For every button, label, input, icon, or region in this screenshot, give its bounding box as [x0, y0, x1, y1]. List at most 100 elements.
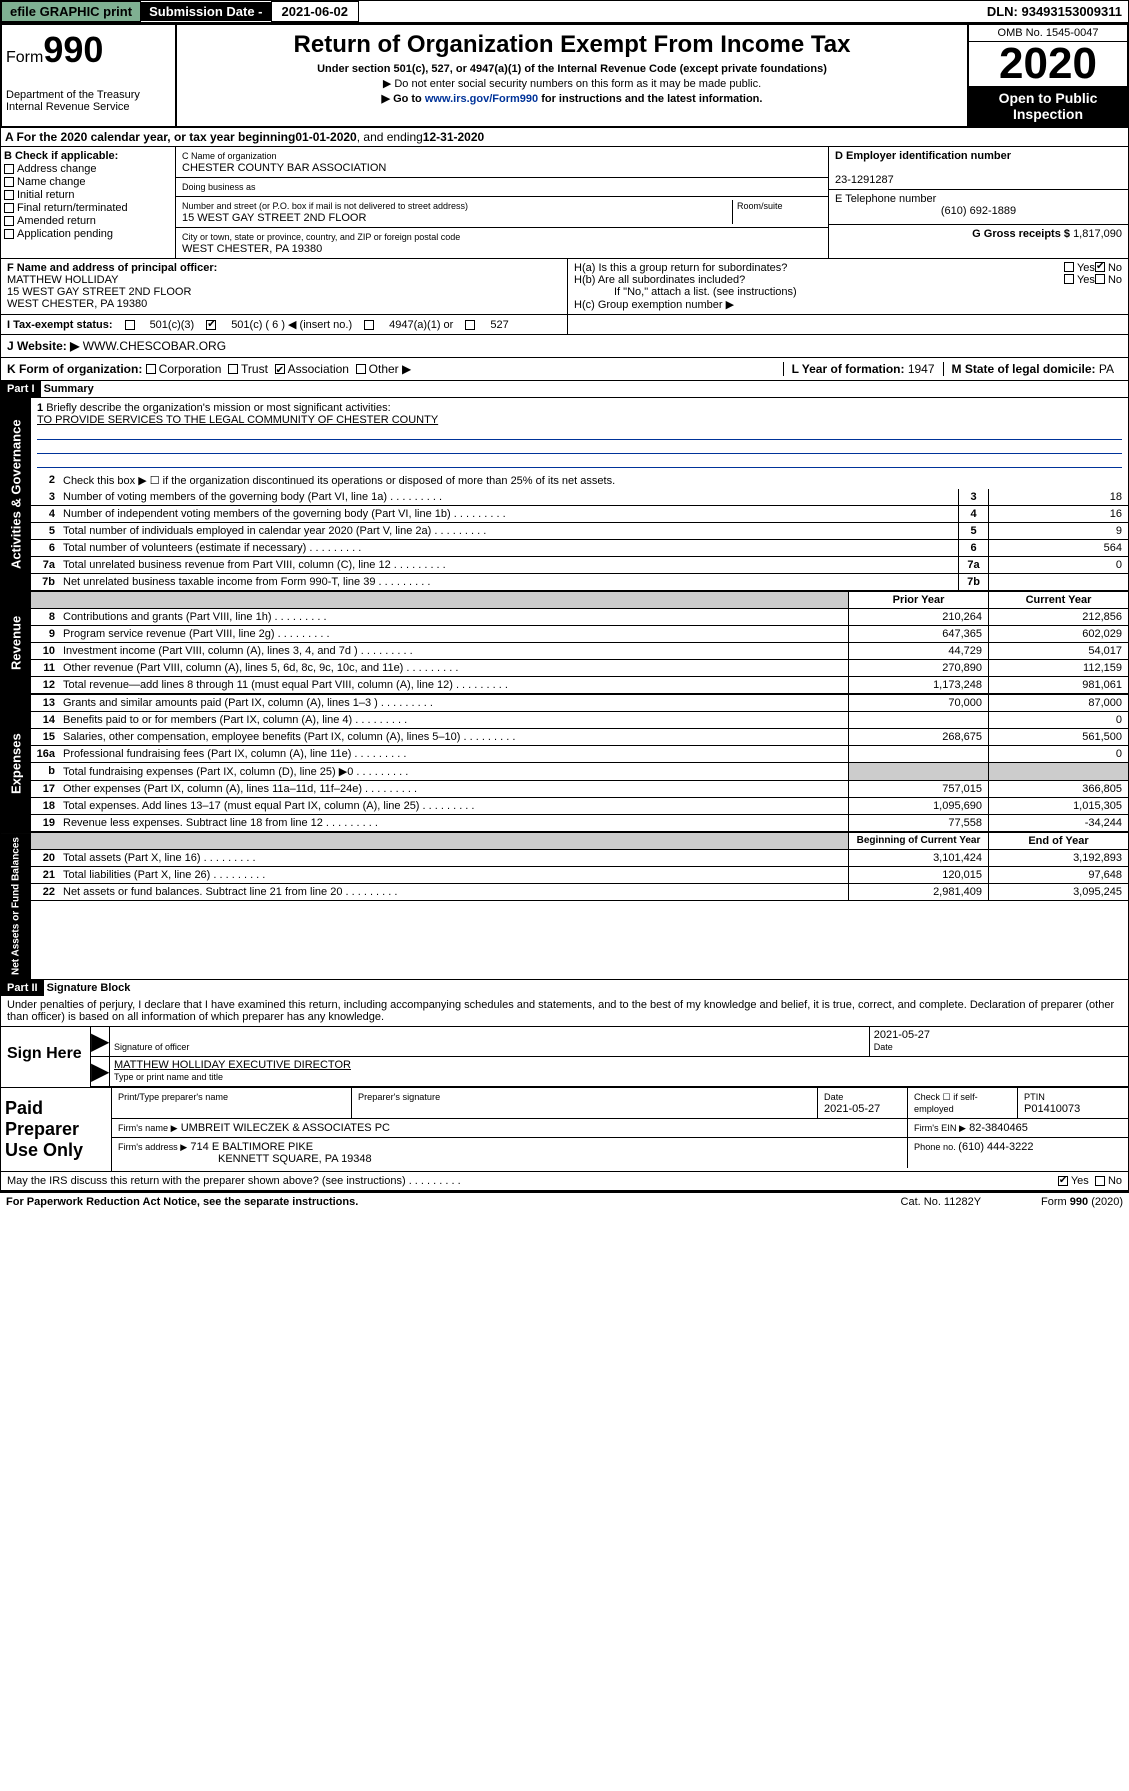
- discuss-row: May the IRS discuss this return with the…: [1, 1171, 1128, 1190]
- form-title: Return of Organization Exempt From Incom…: [181, 31, 963, 59]
- check-final[interactable]: [4, 203, 14, 213]
- hb-no[interactable]: [1095, 274, 1105, 284]
- line-5: 5Total number of individuals employed in…: [31, 523, 1128, 540]
- sig-date: 2021-05-27Date: [869, 1027, 1128, 1056]
- line-9: 9Program service revenue (Part VIII, lin…: [31, 626, 1128, 643]
- line-10: 10Investment income (Part VIII, column (…: [31, 643, 1128, 660]
- box-g: G Gross receipts $ 1,817,090: [829, 225, 1128, 259]
- side-revenue: Revenue: [1, 592, 31, 694]
- check-address[interactable]: [4, 164, 14, 174]
- subtitle-3: ▶ Go to www.irs.gov/Form990 for instruct…: [181, 92, 963, 105]
- line-7b: 7bNet unrelated business taxable income …: [31, 574, 1128, 591]
- hb-yes[interactable]: [1064, 274, 1074, 284]
- box-c-city: City or town, state or province, country…: [176, 228, 828, 258]
- part2: Part II Signature Block Under penalties …: [0, 980, 1129, 1191]
- preparer-sig[interactable]: Preparer's signature: [352, 1088, 818, 1118]
- box-h: H(a) Is this a group return for subordin…: [568, 259, 1128, 314]
- check-initial[interactable]: [4, 190, 14, 200]
- firm-addr: Firm's address ▶ 714 E BALTIMORE PIKEKEN…: [112, 1138, 908, 1168]
- part1-governance: Activities & Governance 1 Briefly descri…: [0, 398, 1129, 592]
- sig-officer[interactable]: Signature of officer: [109, 1027, 869, 1056]
- k-trust[interactable]: [228, 364, 238, 374]
- i-501c[interactable]: [206, 320, 216, 330]
- self-employed-check[interactable]: Check ☐ if self-employed: [908, 1088, 1018, 1118]
- part1-header: Part I Summary: [0, 381, 1129, 398]
- firm-phone: Phone no. (610) 444-3222: [908, 1138, 1128, 1168]
- line-8: 8Contributions and grants (Part VIII, li…: [31, 609, 1128, 626]
- sign-here-label: Sign Here: [1, 1027, 91, 1087]
- subtitle-2: ▶ Do not enter social security numbers o…: [181, 77, 963, 90]
- box-c-addr: Number and street (or P.O. box if mail i…: [176, 197, 828, 228]
- line-11: 11Other revenue (Part VIII, column (A), …: [31, 660, 1128, 677]
- efile-button[interactable]: efile GRAPHIC print: [1, 1, 141, 22]
- line-3: 3Number of voting members of the governi…: [31, 489, 1128, 506]
- check-amended[interactable]: [4, 216, 14, 226]
- line-16a: 16aProfessional fundraising fees (Part I…: [31, 746, 1128, 763]
- line-22: 22Net assets or fund balances. Subtract …: [31, 884, 1128, 901]
- preparer-name: Print/Type preparer's name: [112, 1088, 352, 1118]
- irs-link[interactable]: www.irs.gov/Form990: [425, 93, 538, 105]
- part1-expenses: Expenses 13Grants and similar amounts pa…: [0, 695, 1129, 833]
- line-12: 12Total revenue—add lines 8 through 11 (…: [31, 677, 1128, 694]
- preparer-date: Date2021-05-27: [818, 1088, 908, 1118]
- mission-text: TO PROVIDE SERVICES TO THE LEGAL COMMUNI…: [37, 414, 438, 426]
- check-name[interactable]: [4, 177, 14, 187]
- ha-no[interactable]: [1095, 262, 1105, 272]
- submission-date: 2021-06-02: [271, 1, 360, 22]
- line-15: 15Salaries, other compensation, employee…: [31, 729, 1128, 746]
- box-b: B Check if applicable: Address change Na…: [1, 147, 176, 258]
- i-501c3[interactable]: [125, 320, 135, 330]
- box-d: D Employer identification number23-12912…: [829, 147, 1128, 190]
- line-4: 4Number of independent voting members of…: [31, 506, 1128, 523]
- line-17: 17Other expenses (Part IX, column (A), l…: [31, 781, 1128, 798]
- side-governance: Activities & Governance: [1, 398, 31, 591]
- firm-name: Firm's name ▶ UMBREIT WILECZEK & ASSOCIA…: [112, 1119, 908, 1137]
- box-m: M State of legal domicile: PA: [943, 362, 1122, 376]
- firm-ein: Firm's EIN ▶ 82-3840465: [908, 1119, 1128, 1137]
- line-20: 20Total assets (Part X, line 16)3,101,42…: [31, 850, 1128, 867]
- form-number: Form990: [6, 29, 171, 71]
- row-a: A For the 2020 calendar year, or tax yea…: [0, 128, 1129, 147]
- box-c-dba: Doing business as: [176, 178, 828, 197]
- k-other[interactable]: [356, 364, 366, 374]
- dln: DLN: 93493153009311: [981, 2, 1128, 21]
- discuss-no[interactable]: [1095, 1176, 1105, 1186]
- k-corp[interactable]: [146, 364, 156, 374]
- line-18: 18Total expenses. Add lines 13–17 (must …: [31, 798, 1128, 815]
- perjury-text: Under penalties of perjury, I declare th…: [1, 996, 1128, 1026]
- form-ref: Form 990 (2020): [1041, 1196, 1123, 1208]
- box-c-name: C Name of organizationCHESTER COUNTY BAR…: [176, 147, 828, 178]
- row-j: J Website: ▶ WWW.CHESCOBAR.ORG: [0, 335, 1129, 358]
- box-e: E Telephone number(610) 692-1889: [829, 190, 1128, 225]
- open-inspection: Open to Public Inspection: [969, 86, 1127, 126]
- submission-label: Submission Date -: [141, 2, 270, 21]
- subtitle-1: Under section 501(c), 527, or 4947(a)(1)…: [181, 63, 963, 75]
- box-l: L Year of formation: 1947: [783, 362, 943, 376]
- line-19: 19Revenue less expenses. Subtract line 1…: [31, 815, 1128, 832]
- row-i: I Tax-exempt status: 501(c)(3) 501(c) ( …: [0, 315, 1129, 335]
- line-14: 14Benefits paid to or for members (Part …: [31, 712, 1128, 729]
- k-assoc[interactable]: [275, 364, 285, 374]
- part1-netassets: Net Assets or Fund Balances Beginning of…: [0, 833, 1129, 980]
- i-4947[interactable]: [364, 320, 374, 330]
- dept: Department of the Treasury Internal Reve…: [6, 89, 171, 113]
- arrow-icon: ▶: [91, 1057, 109, 1086]
- box-f: F Name and address of principal officer:…: [1, 259, 568, 314]
- paid-label: Paid Preparer Use Only: [1, 1088, 111, 1171]
- officer-name: MATTHEW HOLLIDAY EXECUTIVE DIRECTORType …: [109, 1057, 1128, 1086]
- line-6: 6Total number of volunteers (estimate if…: [31, 540, 1128, 557]
- line-7a: 7aTotal unrelated business revenue from …: [31, 557, 1128, 574]
- row-fh: F Name and address of principal officer:…: [0, 259, 1129, 315]
- form-header: Form990 Department of the Treasury Inter…: [0, 23, 1129, 128]
- discuss-yes[interactable]: [1058, 1176, 1068, 1186]
- footer: For Paperwork Reduction Act Notice, see …: [0, 1191, 1129, 1211]
- i-527[interactable]: [465, 320, 475, 330]
- ha-yes[interactable]: [1064, 262, 1074, 272]
- row-klm: K Form of organization: Corporation Trus…: [0, 358, 1129, 381]
- header-grid: B Check if applicable: Address change Na…: [0, 147, 1129, 259]
- part1-revenue: Revenue Prior YearCurrent Year 8Contribu…: [0, 592, 1129, 695]
- side-net: Net Assets or Fund Balances: [1, 833, 31, 979]
- ptin: PTINP01410073: [1018, 1088, 1128, 1118]
- check-pending[interactable]: [4, 229, 14, 239]
- line-13: 13Grants and similar amounts paid (Part …: [31, 695, 1128, 712]
